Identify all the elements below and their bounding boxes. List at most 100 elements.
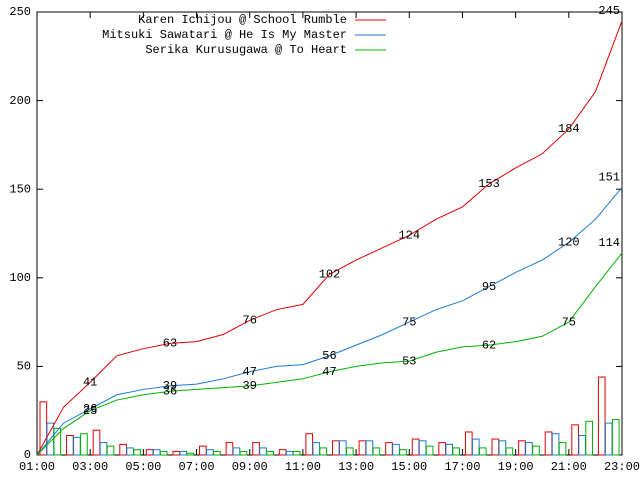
bar (106, 445, 115, 456)
bar (597, 376, 606, 456)
x-tick-label: 05:00 (125, 460, 161, 474)
bar (206, 449, 214, 456)
bar (525, 442, 533, 456)
legend-label: Mitsuki Sawatari @ He Is My Master (102, 28, 347, 42)
series-line (36, 252, 623, 456)
bar (532, 445, 540, 456)
bar (92, 429, 101, 456)
bar (305, 433, 314, 456)
point-label: 75 (402, 315, 416, 329)
bar (365, 440, 374, 456)
bar (604, 422, 613, 456)
bar (478, 447, 487, 456)
bar (571, 424, 579, 456)
series-line (36, 20, 623, 456)
point-label: 114 (598, 236, 620, 250)
bar (418, 440, 427, 456)
plot-frame (36, 11, 623, 456)
point-label: 95 (482, 280, 496, 294)
bar (239, 450, 248, 456)
bar (259, 447, 267, 456)
x-tick-label: 07:00 (179, 460, 215, 474)
point-label: 41 (83, 376, 97, 390)
bar (225, 442, 234, 456)
point-label: 53 (402, 354, 416, 368)
point-label: 151 (598, 171, 620, 185)
x-tick-label: 23:00 (604, 460, 640, 474)
point-label: 56 (322, 349, 336, 363)
bar (99, 442, 108, 456)
series-line (36, 187, 623, 456)
bar (558, 442, 567, 456)
point-label: 76 (243, 313, 257, 327)
y-tick-label: 100 (9, 271, 31, 285)
bar (611, 419, 620, 456)
bar (159, 450, 168, 456)
bar (332, 440, 340, 456)
point-label: 36 (163, 384, 177, 398)
point-label: 102 (319, 267, 341, 281)
bar (372, 447, 381, 456)
point-label: 184 (558, 122, 580, 136)
bar (126, 447, 134, 456)
y-tick-label: 0 (24, 448, 31, 462)
y-tick-label: 50 (17, 360, 31, 374)
bar (399, 449, 407, 456)
bar (319, 447, 328, 456)
bar (213, 450, 221, 456)
x-tick-label: 01:00 (19, 460, 55, 474)
x-tick-label: 21:00 (551, 460, 587, 474)
legend-label: Karen Ichijou @ School Rumble (138, 13, 347, 27)
bar (518, 440, 526, 456)
bar (119, 443, 127, 456)
bar (278, 449, 287, 456)
y-tick-label: 250 (9, 5, 31, 19)
bar (199, 445, 207, 456)
x-tick-label: 11:00 (285, 460, 321, 474)
bar (346, 447, 354, 456)
bar (585, 420, 593, 456)
point-label: 63 (163, 337, 177, 351)
point-label: 47 (243, 365, 257, 379)
bar (252, 442, 260, 456)
bar (445, 443, 454, 456)
bar (73, 436, 81, 456)
bar (339, 440, 347, 456)
x-tick-label: 09:00 (232, 460, 268, 474)
point-label: 153 (478, 177, 500, 191)
bar (491, 438, 500, 456)
bar (179, 450, 188, 456)
bar (385, 442, 393, 456)
x-tick-label: 17:00 (444, 460, 480, 474)
bar (471, 438, 480, 456)
point-label: 25 (83, 404, 97, 418)
bar (285, 450, 294, 456)
bar (186, 452, 195, 456)
bar (551, 433, 560, 456)
bar (452, 447, 461, 456)
bar (464, 431, 473, 456)
bar (292, 450, 301, 456)
point-label: 62 (482, 338, 496, 352)
bar (392, 443, 400, 456)
bar (66, 435, 74, 456)
bar (80, 433, 88, 456)
bar (152, 449, 161, 456)
point-label: 245 (598, 4, 620, 18)
point-label: 75 (562, 315, 576, 329)
bar (425, 445, 434, 456)
point-label: 39 (163, 379, 177, 393)
bar (312, 442, 321, 456)
x-tick-label: 19:00 (498, 460, 534, 474)
bar (578, 435, 586, 456)
x-tick-label: 13:00 (338, 460, 374, 474)
bar (498, 440, 507, 456)
point-label: 47 (322, 365, 336, 379)
bar (358, 440, 367, 456)
bar (505, 447, 514, 456)
x-tick-label: 03:00 (72, 460, 108, 474)
bar (133, 449, 141, 456)
bar (232, 447, 241, 456)
y-tick-label: 150 (9, 182, 31, 196)
